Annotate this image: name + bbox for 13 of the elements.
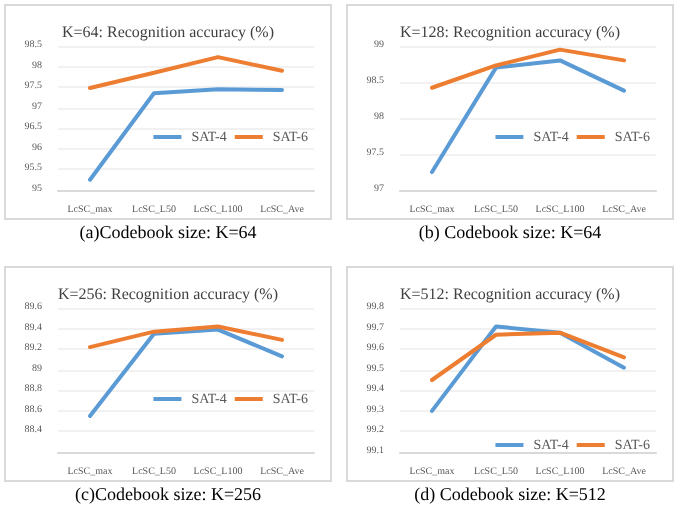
line-series [88,324,284,350]
line-series [430,330,626,382]
chart-title: K=128: Recognition accuracy (%) [399,23,621,41]
text: (c)Codebook size: K=256 [72,484,264,504]
chart-title: K=256: Recognition accuracy (%) [57,285,279,303]
line-series [88,55,284,90]
line-series [430,324,626,413]
text: (b) Codebook size: K=64 [416,222,604,242]
text: (a)Codebook size: K=64 [77,222,259,242]
line-series [430,47,626,90]
chart-title: K=512: Recognition accuracy (%) [399,285,621,303]
chart-title: K=64: Recognition accuracy (%) [61,23,275,41]
text: (d) Codebook size: K=512 [412,484,608,504]
